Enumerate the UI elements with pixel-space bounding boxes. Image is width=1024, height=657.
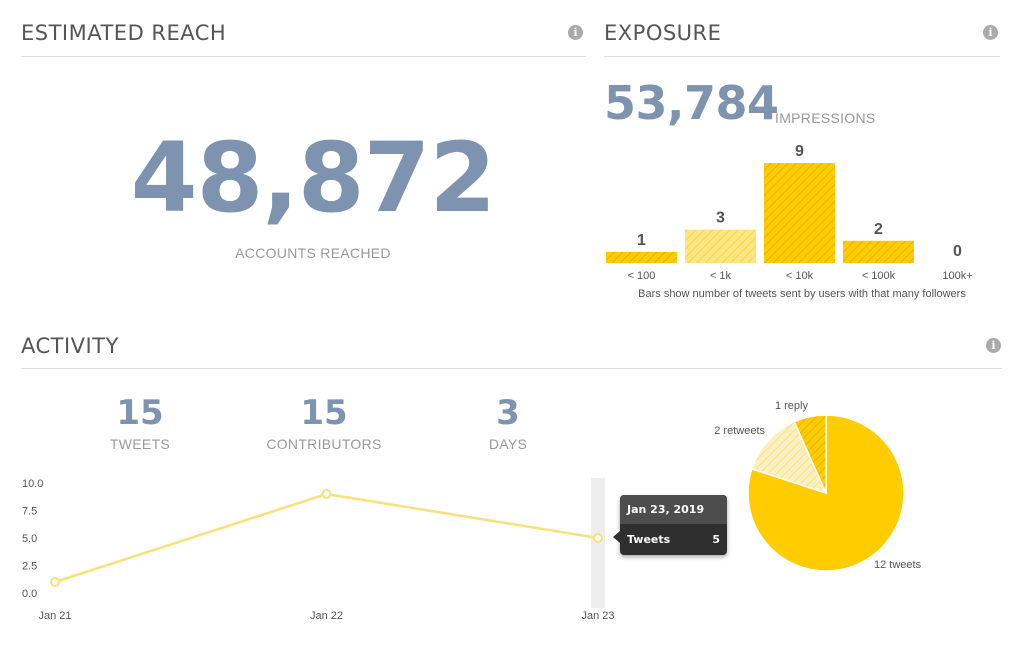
accounts-reached-label: ACCOUNTS REACHED xyxy=(235,245,391,261)
tweets-count: 15 xyxy=(116,393,164,433)
impressions-label: IMPRESSIONS xyxy=(775,110,876,126)
y-tick-label-3: 2.5 xyxy=(22,561,37,573)
bar-1[interactable] xyxy=(685,229,756,263)
tweets-label: TWEETS xyxy=(109,436,171,452)
pie-slice-2[interactable] xyxy=(793,414,827,494)
bar-category-label-3: < 100k xyxy=(862,270,896,282)
reach-info-icon[interactable]: i xyxy=(568,25,583,40)
y-tick-label-1: 7.5 xyxy=(22,506,37,518)
tweets-series-line xyxy=(54,492,599,584)
exposure-divider xyxy=(604,56,1000,57)
bar-category-label-0: < 100 xyxy=(628,270,656,282)
x-tick-label-1: Jan 22 xyxy=(310,610,343,622)
bar-category-label-2: < 10k xyxy=(786,270,814,282)
line-point-1[interactable] xyxy=(321,489,332,499)
pie-label-1: 2 retweets xyxy=(714,425,765,437)
bar-value-label-0: 1 xyxy=(637,232,646,249)
line-point-2[interactable] xyxy=(593,533,603,543)
contributors-count: 15 xyxy=(300,393,348,433)
impressions-value: 53,784 xyxy=(604,76,779,130)
bar-value-label-2: 9 xyxy=(795,143,804,160)
bar-category-label-1: < 1k xyxy=(710,270,732,282)
followers-bar-chart: 1 < 100 3 < 1k 9 < 10k 2 < 100k 0 100k+ xyxy=(606,143,973,282)
bar-chart-caption: Bars show number of tweets sent by users… xyxy=(638,288,966,300)
estimated-reach-title: ESTIMATED REACH xyxy=(21,21,227,45)
bar-2[interactable] xyxy=(764,163,835,263)
bar-3[interactable] xyxy=(843,240,914,263)
activity-info-icon[interactable]: i xyxy=(986,338,1001,353)
tooltip-series: Tweets xyxy=(627,533,671,546)
y-tick-label-2: 5.0 xyxy=(22,533,37,545)
days-label: DAYS xyxy=(488,436,528,452)
contributors-label: CONTRIBUTORS xyxy=(266,436,382,452)
bar-value-label-3: 2 xyxy=(874,221,883,238)
accounts-reached-value: 48,872 xyxy=(130,122,496,234)
line-point-0[interactable] xyxy=(50,577,60,587)
x-tick-label-0: Jan 21 xyxy=(38,610,71,622)
tooltip-row: Tweets 5 xyxy=(620,524,727,555)
x-tick-label-2: Jan 23 xyxy=(581,610,614,622)
pie-slice-1[interactable] xyxy=(750,420,828,495)
exposure-title: EXPOSURE xyxy=(604,21,722,45)
days-count: 3 xyxy=(496,393,520,433)
tweet-types-pie-chart: 12 tweets 2 retweets 1 reply xyxy=(714,400,922,572)
y-tick-label-4: 0.0 xyxy=(22,588,37,600)
pie-label-2: 1 reply xyxy=(775,400,809,412)
chart-tooltip: Jan 23, 2019 Tweets 5 xyxy=(613,495,727,555)
tooltip-date: Jan 23, 2019 xyxy=(620,495,727,524)
bar-value-label-1: 3 xyxy=(716,210,725,227)
bar-0[interactable] xyxy=(606,251,677,263)
activity-title: ACTIVITY xyxy=(21,334,119,358)
activity-divider xyxy=(21,368,1002,369)
y-tick-label-0: 10.0 xyxy=(22,478,43,490)
tooltip-value: 5 xyxy=(712,533,720,546)
pie-label-0: 12 tweets xyxy=(874,559,922,571)
reach-divider xyxy=(21,56,586,57)
bar-value-label-4: 0 xyxy=(953,243,962,260)
bar-category-label-4: 100k+ xyxy=(942,270,972,282)
exposure-info-icon[interactable]: i xyxy=(983,25,998,40)
